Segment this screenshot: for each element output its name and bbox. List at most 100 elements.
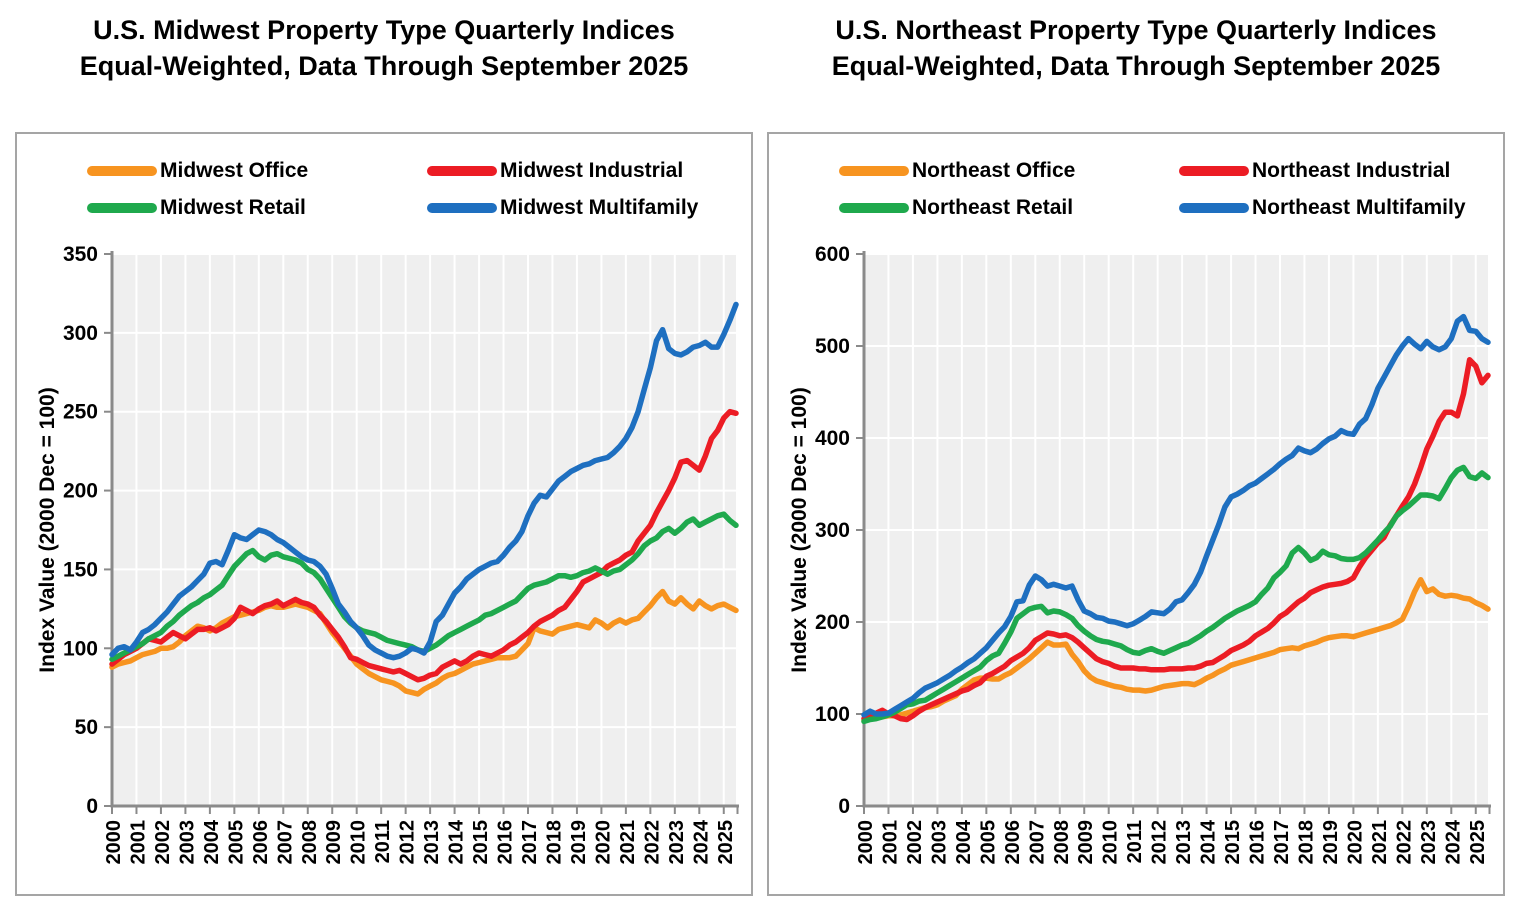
legend-item-northeast-retail: Northeast Retail [839,193,1179,223]
legend-swatch-industrial-icon [1179,166,1249,176]
svg-text:2017: 2017 [1271,820,1293,865]
svg-text:2021: 2021 [1369,820,1391,865]
svg-text:2011: 2011 [372,820,394,863]
svg-text:2002: 2002 [904,820,926,865]
legend-label-northeast-multifamily: Northeast Multifamily [1252,196,1466,219]
svg-text:250: 250 [63,401,98,424]
svg-text:300: 300 [63,322,98,345]
chart-panel-midwest: U.S. Midwest Property Type Quarterly Ind… [15,0,753,896]
legend-label-northeast-office: Northeast Office [912,159,1076,182]
svg-text:2009: 2009 [1075,820,1097,865]
legend-swatch-retail-icon [839,203,909,213]
legend-swatch-office-icon [839,166,909,176]
svg-text:2014: 2014 [446,819,468,864]
svg-text:200: 200 [815,611,850,634]
legend-swatch-multifamily-icon [427,203,497,213]
svg-text:2003: 2003 [928,820,950,865]
svg-text:2019: 2019 [568,820,590,865]
svg-text:2000: 2000 [103,820,125,865]
legend-midwest: Midwest Office Midwest Industrial Midwes… [87,156,741,223]
chart-panel-northeast: U.S. Northeast Property Type Quarterly I… [767,0,1505,896]
svg-text:2003: 2003 [176,820,198,865]
chart-title-midwest-line1: U.S. Midwest Property Type Quarterly Ind… [93,15,675,45]
legend-label-midwest-retail: Midwest Retail [160,196,306,219]
svg-text:2025: 2025 [1467,820,1489,865]
svg-text:400: 400 [815,427,850,450]
svg-text:2005: 2005 [225,820,247,865]
chart-title-midwest-line2: Equal-Weighted, Data Through September 2… [79,51,689,81]
legend-swatch-office-icon [87,166,157,176]
svg-text:350: 350 [63,243,98,266]
svg-text:600: 600 [815,243,850,266]
svg-text:2000: 2000 [855,820,877,865]
svg-text:2005: 2005 [977,820,999,865]
legend-swatch-retail-icon [87,203,157,213]
svg-text:100: 100 [63,637,98,660]
svg-text:2023: 2023 [1418,820,1440,865]
svg-text:2020: 2020 [592,820,614,865]
svg-text:150: 150 [63,558,98,581]
svg-text:2015: 2015 [470,820,492,865]
svg-text:2017: 2017 [519,820,541,865]
svg-text:2011: 2011 [1124,820,1146,863]
svg-text:300: 300 [815,519,850,542]
legend-item-midwest-industrial: Midwest Industrial [427,156,767,186]
svg-text:2018: 2018 [543,820,565,865]
svg-text:2024: 2024 [690,819,712,864]
legend-item-midwest-multifamily: Midwest Multifamily [427,193,767,223]
svg-text:2008: 2008 [1051,820,1073,865]
svg-text:2004: 2004 [201,819,223,864]
svg-text:2002: 2002 [152,820,174,865]
svg-text:2004: 2004 [953,819,975,864]
legend-northeast: Northeast Office Northeast Industrial No… [839,156,1493,223]
chart-title-midwest: U.S. Midwest Property Type Quarterly Ind… [15,12,753,84]
legend-item-midwest-office: Midwest Office [87,156,427,186]
svg-text:2007: 2007 [1026,820,1048,865]
legend-label-midwest-multifamily: Midwest Multifamily [500,196,699,219]
chart-title-northeast-line1: U.S. Northeast Property Type Quarterly I… [835,15,1437,45]
svg-text:2016: 2016 [1247,820,1269,865]
svg-text:2012: 2012 [1149,820,1171,865]
legend-item-northeast-office: Northeast Office [839,156,1179,186]
legend-swatch-industrial-icon [427,166,497,176]
svg-text:100: 100 [815,703,850,726]
svg-text:2023: 2023 [666,820,688,865]
chart-title-northeast-line2: Equal-Weighted, Data Through September 2… [831,51,1441,81]
legend-item-midwest-retail: Midwest Retail [87,193,427,223]
svg-text:2001: 2001 [879,820,901,865]
svg-text:2018: 2018 [1295,820,1317,865]
svg-text:2010: 2010 [348,820,370,865]
svg-text:2001: 2001 [127,820,149,865]
svg-text:2021: 2021 [617,820,639,865]
svg-text:2006: 2006 [1002,820,1024,865]
svg-text:2009: 2009 [323,820,345,865]
legend-item-northeast-multifamily: Northeast Multifamily [1179,193,1519,223]
svg-text:50: 50 [75,716,98,739]
chart-title-northeast: U.S. Northeast Property Type Quarterly I… [767,12,1505,84]
svg-text:2014: 2014 [1198,819,1220,864]
svg-text:2010: 2010 [1100,820,1122,865]
svg-text:2025: 2025 [715,820,737,865]
svg-text:2012: 2012 [397,820,419,865]
chart-box-northeast: Northeast Office Northeast Industrial No… [767,132,1505,896]
svg-text:2008: 2008 [299,820,321,865]
legend-label-northeast-retail: Northeast Retail [912,196,1074,219]
chart-box-midwest: Midwest Office Midwest Industrial Midwes… [15,132,753,896]
svg-text:2020: 2020 [1344,820,1366,865]
legend-label-midwest-industrial: Midwest Industrial [500,159,684,182]
svg-text:2022: 2022 [641,820,663,865]
svg-text:2013: 2013 [1173,820,1195,865]
svg-text:500: 500 [815,335,850,358]
svg-text:2024: 2024 [1442,819,1464,864]
svg-text:2022: 2022 [1393,820,1415,865]
legend-swatch-multifamily-icon [1179,203,1249,213]
legend-label-northeast-industrial: Northeast Industrial [1252,159,1451,182]
svg-text:2015: 2015 [1222,820,1244,865]
legend-item-northeast-industrial: Northeast Industrial [1179,156,1519,186]
svg-text:2016: 2016 [495,820,517,865]
svg-text:2019: 2019 [1320,820,1342,865]
svg-text:0: 0 [838,795,850,818]
